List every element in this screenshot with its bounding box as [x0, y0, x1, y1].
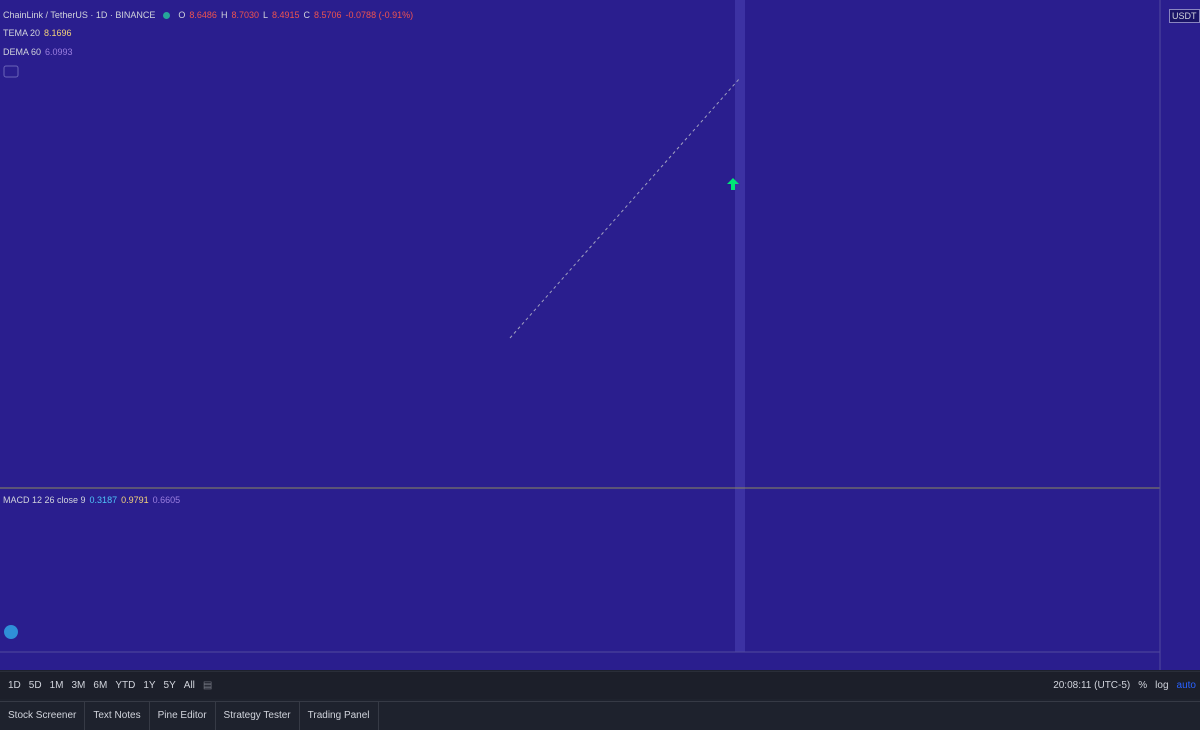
legend-value: 0.3187: [89, 495, 118, 505]
ohlc-value: 8.5706: [314, 10, 342, 20]
tab[interactable]: Text Notes: [85, 702, 150, 730]
range-button[interactable]: 1M: [49, 680, 64, 691]
ohlc-key: L: [262, 10, 268, 20]
signal-arrow: [727, 178, 739, 190]
status-dot: [163, 11, 171, 19]
options: % log auto: [1134, 680, 1200, 691]
tabs: Stock Screener Text Notes Pine Editor Strat…: [0, 701, 1200, 730]
collapse-button[interactable]: [3, 65, 19, 78]
legend-name: MACD 12 26 close 9: [3, 495, 86, 505]
symbol: ChainLink / TetherUS · 1D · BINANCE: [3, 10, 156, 20]
range-button[interactable]: 3M: [71, 680, 86, 691]
clock: 20:08:11 (UTC-5): [1053, 680, 1131, 691]
legend-name: DEMA 60: [3, 47, 42, 57]
calendar-icon[interactable]: ▤: [202, 680, 213, 691]
legend-value: 0.9791: [121, 495, 149, 505]
tab[interactable]: Strategy Tester: [216, 702, 300, 730]
legend-tema: TEMA 20 8.1696: [3, 28, 72, 38]
legend-name: TEMA 20: [3, 28, 41, 38]
ohlc-value: 8.4915: [271, 10, 300, 20]
option-button[interactable]: auto: [1176, 680, 1196, 691]
chart: [0, 0, 1200, 670]
fib-trend-line: [509, 77, 741, 339]
header: ChainLink / TetherUS · 1D · BINANCE O 8.6…: [3, 10, 413, 20]
range-button[interactable]: 1D: [8, 680, 21, 691]
change: -0.0788 (-0.91%): [345, 10, 414, 20]
range-button[interactable]: 5D: [28, 680, 42, 691]
logo: [4, 625, 18, 639]
ranges: 1D 5D 1M 3M 6M YTD 1Y 5Y All: [4, 680, 199, 691]
legend-dema: DEMA 60 6.0993: [3, 47, 73, 57]
legend-value: 8.1696: [44, 28, 72, 38]
range-button[interactable]: 1Y: [143, 680, 156, 691]
chart-background: [0, 0, 1200, 670]
tab[interactable]: Trading Panel: [300, 702, 379, 730]
legend-value: 0.6605: [152, 495, 181, 505]
currency[interactable]: USDT: [1169, 9, 1200, 23]
ohlc-key: H: [220, 10, 228, 20]
ohlc-value: 8.6486: [189, 10, 217, 20]
range-button[interactable]: 5Y: [163, 680, 176, 691]
range-button[interactable]: 6M: [93, 680, 108, 691]
ohlc: O 8.6486 H 8.7030 L 8.4915 C 8.5706: [178, 10, 341, 20]
option-button[interactable]: log: [1155, 680, 1169, 691]
current-day-highlight: [735, 0, 745, 652]
legend-value: 6.0993: [45, 47, 73, 57]
legend-macd: MACD 12 26 close 9 0.3187 0.9791 0.6605: [3, 495, 180, 505]
toolbar: 1D 5D 1M 3M 6M YTD 1Y 5Y All ▤ 20:08:11 (UTC-5) …: [0, 671, 1200, 699]
ohlc-key: O: [178, 10, 186, 20]
ohlc-value: 8.7030: [231, 10, 259, 20]
option-button[interactable]: %: [1138, 680, 1148, 691]
range-button[interactable]: YTD: [115, 680, 136, 691]
ohlc-key: C: [303, 10, 311, 20]
tab[interactable]: Stock Screener: [0, 702, 86, 730]
range-button[interactable]: All: [183, 680, 195, 691]
tab[interactable]: Pine Editor: [150, 702, 216, 730]
